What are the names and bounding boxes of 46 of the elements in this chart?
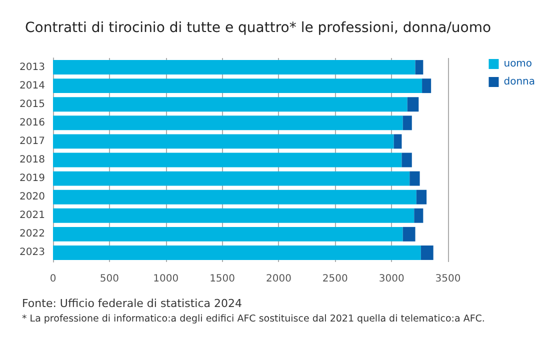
bar — [53, 134, 394, 149]
y-tick-label: 2020 — [20, 192, 45, 203]
y-tick-label: 2019 — [20, 173, 45, 184]
bar — [420, 245, 434, 260]
y-tick-label: 2014 — [20, 80, 45, 92]
bar — [416, 190, 427, 204]
bar — [53, 78, 422, 94]
x-tick-label: 1500 — [210, 274, 236, 284]
x-tick-label: 0 — [50, 274, 56, 284]
bar — [422, 78, 432, 94]
x-tick-label: 2000 — [266, 274, 292, 284]
legend-label: donna — [504, 76, 536, 88]
bar — [407, 97, 419, 112]
bar — [402, 116, 412, 130]
y-tick-label: 2023 — [20, 247, 45, 258]
bar — [53, 190, 416, 204]
bar — [53, 152, 402, 168]
bar — [53, 245, 421, 260]
text: * La professione di informatico:a degli edifici AFC sostituisce dal 2021 quella di telematico:a AFC. — [22, 314, 485, 324]
x-tick-label: 1000 — [153, 274, 179, 284]
y-tick-label: 2018 — [20, 154, 45, 166]
bar — [415, 60, 424, 75]
bar — [402, 226, 416, 242]
bar — [53, 116, 403, 130]
x-tick-label: 2500 — [322, 274, 348, 284]
bar — [410, 171, 420, 186]
x-tick-label: 3000 — [378, 274, 404, 284]
y-tick-label: 2015 — [20, 98, 45, 110]
bar — [53, 171, 410, 186]
bar — [402, 152, 412, 168]
chart-title: Contratti di tirocinio di tutte e quattro* le professioni, donna/uomo — [25, 20, 492, 36]
x-tick-label: 500 — [100, 274, 119, 284]
bar — [53, 208, 414, 223]
y-tick-label: 2021 — [20, 210, 45, 222]
y-tick-label: 2013 — [20, 62, 45, 73]
bar — [53, 226, 403, 242]
y-tick-label: 2022 — [20, 228, 45, 240]
bar — [53, 60, 416, 75]
y-tick-label: 2016 — [20, 117, 45, 128]
y-tick-label: 2017 — [20, 136, 45, 147]
legend-label: uomo — [504, 58, 532, 70]
bar — [394, 134, 402, 149]
bar — [414, 208, 424, 223]
bar — [53, 97, 408, 112]
x-tick-label: 3500 — [435, 274, 461, 284]
source-note: Fonte: Ufficio federale di statistica 2024 — [22, 297, 242, 310]
